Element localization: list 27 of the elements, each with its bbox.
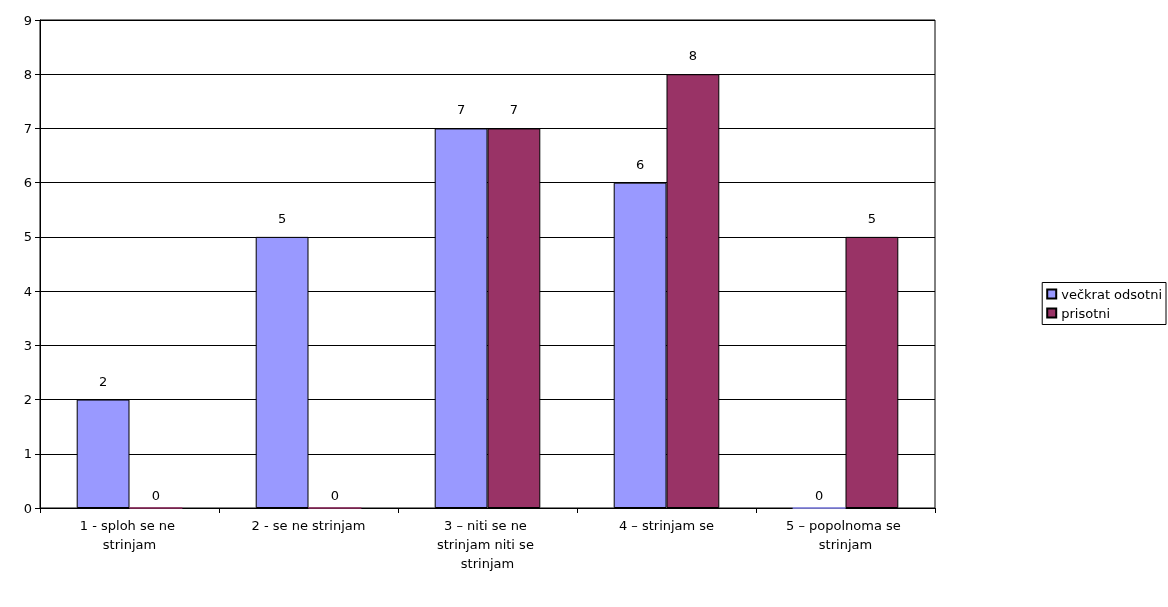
legend-label: prisotni bbox=[1061, 305, 1111, 321]
data-label: 5 bbox=[867, 210, 877, 226]
y-tick-label: 2 bbox=[23, 392, 32, 408]
x-tick-label: 5 – popolnoma se strinjam bbox=[786, 518, 905, 552]
data-label: 8 bbox=[688, 48, 698, 64]
y-tick-label: 6 bbox=[23, 175, 32, 191]
data-label: 5 bbox=[277, 210, 287, 226]
data-label: 0 bbox=[814, 487, 824, 503]
y-tick-label: 1 bbox=[23, 446, 32, 462]
data-label: 0 bbox=[151, 487, 161, 503]
y-tick-label: 7 bbox=[23, 120, 32, 136]
y-tick-label: 0 bbox=[23, 500, 32, 516]
x-tick-label: 2 - se ne strinjam bbox=[251, 518, 366, 533]
y-tick-label: 8 bbox=[23, 66, 32, 82]
y-tick-label: 3 bbox=[23, 337, 32, 353]
data-label: 0 bbox=[330, 487, 340, 503]
legend-label: večkrat odsotni bbox=[1061, 286, 1163, 302]
data-label: 6 bbox=[635, 156, 645, 172]
x-tick-label: 3 – niti se ne strinjam niti se strinjam bbox=[436, 518, 539, 571]
data-label: 7 bbox=[509, 102, 519, 118]
y-tick-label: 9 bbox=[23, 12, 32, 28]
data-label: 2 bbox=[98, 373, 108, 389]
x-tick-label: 4 – strinjam se bbox=[618, 518, 715, 533]
y-tick-label: 4 bbox=[23, 283, 32, 299]
y-tick-label: 5 bbox=[23, 229, 32, 245]
x-tick-label: 1 - sploh se ne strinjam bbox=[79, 518, 180, 552]
data-label: 7 bbox=[456, 102, 466, 118]
